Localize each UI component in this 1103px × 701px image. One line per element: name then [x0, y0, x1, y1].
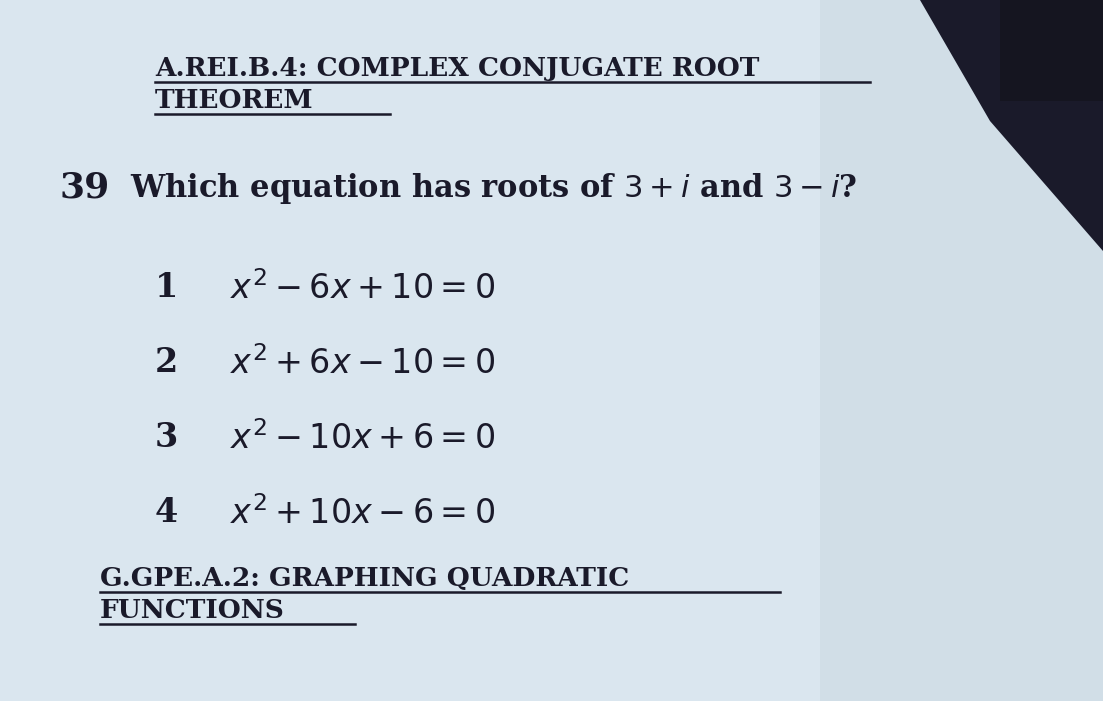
Text: 3: 3: [156, 421, 179, 454]
Text: $x^2+6x-10=0$: $x^2+6x-10=0$: [231, 346, 495, 381]
Polygon shape: [920, 0, 1103, 251]
Text: $x^2-10x+6=0$: $x^2-10x+6=0$: [231, 421, 495, 456]
Text: $x^2+10x-6=0$: $x^2+10x-6=0$: [231, 496, 495, 531]
Text: G.GPE.A.2: GRAPHING QUADRATIC: G.GPE.A.2: GRAPHING QUADRATIC: [100, 566, 629, 591]
Text: 1: 1: [156, 271, 179, 304]
Text: 39: 39: [60, 171, 110, 205]
Text: 2: 2: [156, 346, 179, 379]
Text: $x^2-6x+10=0$: $x^2-6x+10=0$: [231, 271, 495, 306]
Bar: [1000, 0, 1103, 101]
Text: THEOREM: THEOREM: [156, 88, 313, 113]
Text: Which equation has roots of $3+i$ and $3-i$?: Which equation has roots of $3+i$ and $3…: [130, 171, 857, 206]
Text: A.REI.B.4: COMPLEX CONJUGATE ROOT: A.REI.B.4: COMPLEX CONJUGATE ROOT: [156, 56, 759, 81]
Text: FUNCTIONS: FUNCTIONS: [100, 598, 285, 623]
Text: 4: 4: [156, 496, 179, 529]
Bar: [820, 0, 1103, 701]
